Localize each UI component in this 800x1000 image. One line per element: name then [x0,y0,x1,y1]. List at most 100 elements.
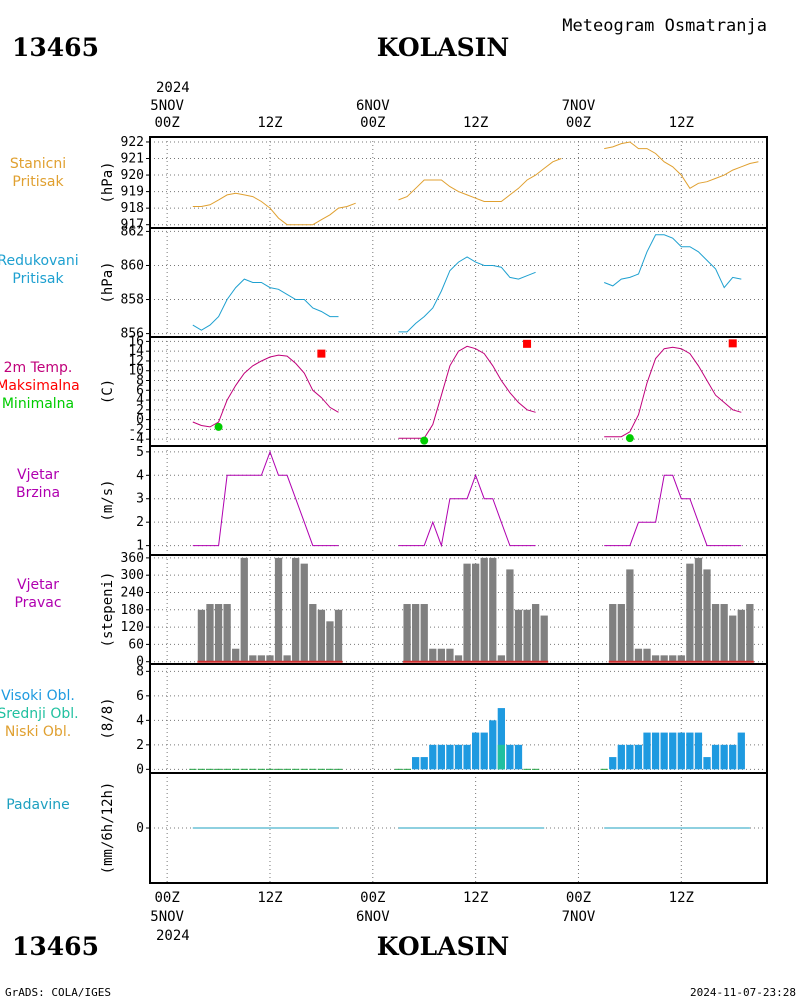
bar [257,655,266,662]
bar [480,557,488,662]
y-tick-label: 856 [121,327,144,342]
series-line [604,234,742,289]
y-tick-label: 921 [121,152,144,167]
bar [420,757,428,770]
bar [626,744,634,770]
y-tick-label: 8 [136,664,144,679]
bar [660,655,668,662]
bar [609,757,617,770]
y-tick-label: 6 [136,689,144,704]
panel-clouds: 0 2 4 6 8 (8/8) Visoki Obl. Srednji Obl. Niski O… [0,663,768,777]
y-tick-label: 360 [121,551,144,566]
bar [746,604,754,662]
bar [669,655,677,662]
panel-wind-direction: 0 60 120 180 240 300 360 (stepeni) Vjetar Pravac [14,551,768,670]
bar [694,557,703,662]
y-unit-label: (hPa) [100,261,116,303]
top-time-tick-label: 12Z [463,115,488,131]
y-tick-label: 0 [136,821,144,836]
series-line [192,192,356,226]
bar [403,604,411,662]
y-tick-label: 922 [121,135,144,150]
panel-frame [149,772,768,884]
y-tick-label: 6 [136,383,144,398]
top-time-tick-label: 00Z [360,115,385,131]
series-line [398,158,562,202]
top-time-tick-label: 00Z [566,115,591,131]
top-day-label: 5NOV [150,98,184,114]
bar [729,744,737,770]
bar [232,648,240,662]
bar [317,609,326,662]
bottom-time-tick-label: 12Z [257,890,282,906]
bar [703,569,711,662]
bar [514,744,523,770]
panel-label-line: 2m Temp. [4,360,73,376]
bar [463,744,471,770]
panel-wind-speed: 1 2 3 4 5 (m/s) Vjetar Brzina [16,445,768,556]
y-tick-label: 4 [136,713,144,728]
bar [480,732,488,770]
bar [463,563,471,662]
bar [643,732,651,770]
bar [617,744,625,770]
bottom-time-tick-label: 00Z [154,890,179,906]
bar [429,648,437,662]
bar [489,557,497,662]
panel-label-line: Stanicni [10,156,66,172]
panel-label-line: Vjetar [17,467,59,483]
bar [703,757,711,770]
y-tick-label: 858 [121,293,144,308]
y-unit-label: (mm/6h/12h) [100,782,116,875]
bar [274,557,283,662]
bar [711,604,720,662]
y-tick-label: 3 [136,492,144,507]
bar [471,732,480,770]
bar [197,609,206,662]
panel-label-line: Redukovani [0,253,79,269]
panel-label-line: Minimalna [2,396,74,412]
tmax-marker [728,339,737,348]
bar [626,569,634,662]
series-line [192,354,339,428]
bar [292,557,300,662]
tmin-marker [214,422,223,431]
bottom-day-label: 6NOV [356,909,390,925]
panel-label-line: Vjetar [17,577,59,593]
tmax-marker [317,349,326,358]
panel-label-line: Pritisak [12,271,64,287]
y-tick-label: 1 [136,539,144,554]
bar [454,744,463,770]
series-line [604,141,759,189]
bar [609,604,617,662]
bar [677,732,685,770]
y-tick-label: 919 [121,185,144,200]
top-year: 2024 [156,80,190,96]
bar [249,655,257,662]
bar [309,604,317,662]
y-tick-label: 12 [128,354,144,369]
y-tick-label: 2 [136,738,144,753]
top-time-tick-label: 12Z [257,115,282,131]
y-tick-label: 300 [121,568,144,583]
y-tick-label: 4 [136,468,144,483]
tmin-marker [420,436,429,445]
panel-label-line: Niski Obl. [5,724,71,740]
y-tick-label: 860 [121,258,144,273]
y-tick-label: 0 [136,762,144,777]
bar [326,621,334,662]
panels: 917918919920921922(hPa)StanicniPritisak8… [0,135,768,884]
y-tick-label: 917 [121,218,144,233]
y-tick-label: 4 [136,393,144,408]
bar [471,563,480,662]
panel-label-line: Brzina [16,485,60,501]
bar [711,744,720,770]
bar [506,569,514,662]
bar [497,708,505,770]
bar [686,732,694,770]
bar [283,655,291,662]
top-time-tick-label: 00Z [154,115,179,131]
y-tick-label: 0 [136,655,144,670]
